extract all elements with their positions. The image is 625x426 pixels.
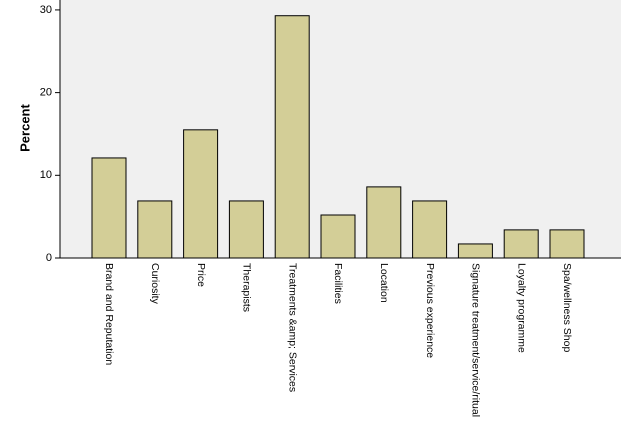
bar — [503, 229, 539, 259]
y-tick-label: 30 — [40, 4, 52, 16]
y-tick-label: 20 — [40, 87, 52, 99]
x-tick-label: Brand and Reputation — [103, 263, 115, 365]
bar — [366, 186, 402, 259]
x-tick-label: Loyalty programme — [515, 263, 527, 353]
bar — [228, 200, 264, 259]
bar — [549, 229, 585, 259]
bar — [412, 200, 448, 259]
x-tick-label: Previous experience — [424, 263, 436, 358]
x-tick-label: Treatments &amp; Services — [286, 263, 298, 392]
x-tick-label: Therapists — [241, 263, 253, 312]
x-tick-label: Spa/wellness Shop — [561, 263, 573, 352]
bar — [274, 15, 310, 259]
bar — [91, 157, 127, 259]
x-tick-label: Facilities — [332, 263, 344, 304]
bar — [137, 200, 173, 259]
bar — [183, 129, 219, 259]
x-tick-label: Price — [195, 263, 207, 287]
x-tick-label: Signature treatment/service/ritual — [470, 263, 482, 417]
y-tick-label: 0 — [46, 252, 52, 264]
y-tick-label: 10 — [40, 169, 52, 181]
bar — [320, 214, 356, 259]
x-tick-label: Curiosity — [149, 263, 161, 305]
y-axis-label: Percent — [17, 103, 32, 151]
x-tick-label: Location — [378, 263, 390, 303]
bar — [457, 243, 493, 259]
